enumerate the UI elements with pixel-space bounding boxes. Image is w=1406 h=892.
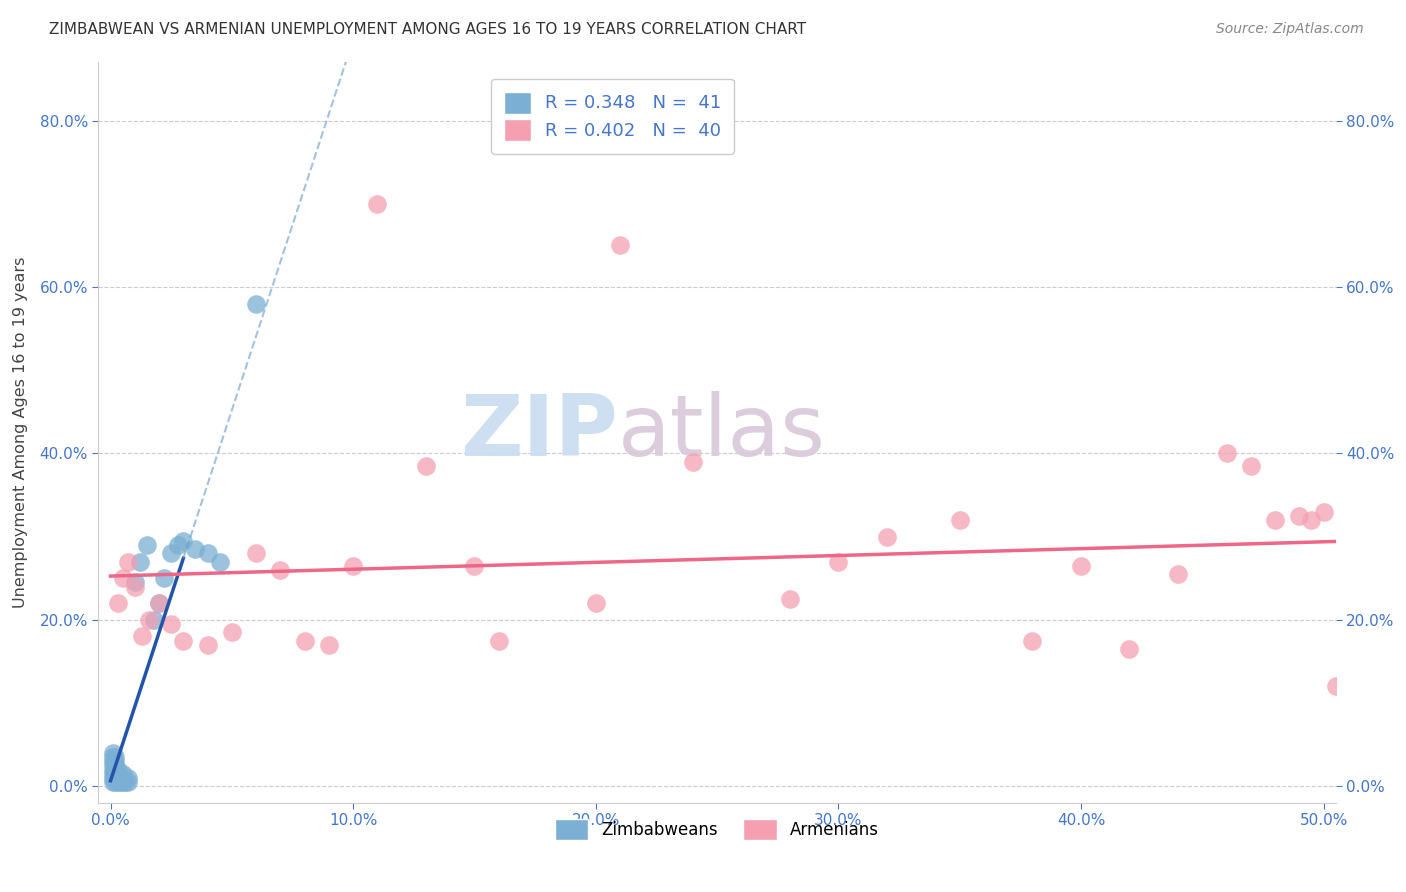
Point: [1288, 508, 1310, 523]
Point: [104, 763, 127, 777]
Point: [1215, 446, 1237, 460]
Point: [148, 596, 170, 610]
Point: [949, 513, 972, 527]
Point: [111, 775, 134, 789]
Point: [184, 542, 207, 557]
Point: [1324, 679, 1347, 693]
Point: [110, 775, 132, 789]
Point: [111, 766, 134, 780]
Point: [128, 555, 150, 569]
Point: [104, 771, 127, 785]
Point: [124, 575, 146, 590]
Point: [101, 746, 124, 760]
Point: [160, 616, 183, 631]
Point: [101, 763, 124, 777]
Point: [1118, 641, 1140, 656]
Point: [221, 625, 243, 640]
Point: [107, 763, 129, 777]
Point: [876, 530, 898, 544]
Point: [101, 754, 124, 768]
Point: [1337, 658, 1360, 673]
Text: Source: ZipAtlas.com: Source: ZipAtlas.com: [1216, 22, 1364, 37]
Point: [117, 771, 139, 785]
Point: [124, 580, 146, 594]
Point: [111, 771, 134, 785]
Point: [682, 455, 704, 469]
Point: [197, 546, 219, 560]
Point: [107, 771, 129, 785]
Point: [104, 750, 127, 764]
Point: [1167, 567, 1189, 582]
Point: [208, 555, 231, 569]
Point: [294, 633, 316, 648]
Point: [245, 296, 267, 310]
Point: [197, 638, 219, 652]
Point: [1021, 633, 1043, 648]
Point: [107, 596, 129, 610]
Point: [110, 772, 132, 787]
Point: [1301, 513, 1323, 527]
Point: [1264, 513, 1286, 527]
Point: [117, 775, 139, 789]
Point: [114, 775, 136, 789]
Point: [104, 775, 127, 789]
Point: [172, 533, 194, 548]
Point: [1240, 458, 1263, 473]
Point: [104, 766, 127, 780]
Point: [366, 197, 388, 211]
Point: [318, 638, 340, 652]
Point: [131, 629, 153, 643]
Point: [101, 750, 124, 764]
Point: [101, 758, 124, 772]
Text: ZIP: ZIP: [460, 391, 619, 475]
Point: [167, 538, 190, 552]
Text: atlas: atlas: [619, 391, 827, 475]
Point: [104, 758, 127, 772]
Point: [111, 571, 134, 585]
Point: [585, 596, 607, 610]
Point: [172, 633, 194, 648]
Point: [101, 775, 124, 789]
Point: [415, 458, 437, 473]
Point: [1070, 558, 1092, 573]
Point: [160, 546, 183, 560]
Point: [101, 771, 124, 785]
Y-axis label: Unemployment Among Ages 16 to 19 years: Unemployment Among Ages 16 to 19 years: [14, 257, 28, 608]
Point: [342, 558, 364, 573]
Point: [136, 538, 159, 552]
Point: [143, 613, 166, 627]
Point: [779, 592, 801, 607]
Point: [245, 546, 267, 560]
Point: [107, 766, 129, 780]
Point: [609, 238, 631, 252]
Point: [153, 571, 176, 585]
Point: [138, 613, 160, 627]
Legend: Zimbabweans, Armenians: Zimbabweans, Armenians: [548, 813, 886, 847]
Text: ZIMBABWEAN VS ARMENIAN UNEMPLOYMENT AMONG AGES 16 TO 19 YEARS CORRELATION CHART: ZIMBABWEAN VS ARMENIAN UNEMPLOYMENT AMON…: [49, 22, 806, 37]
Point: [1312, 505, 1334, 519]
Point: [827, 555, 849, 569]
Point: [101, 766, 124, 780]
Point: [107, 775, 129, 789]
Point: [463, 558, 485, 573]
Point: [148, 596, 170, 610]
Point: [117, 555, 139, 569]
Point: [110, 769, 132, 783]
Point: [488, 633, 510, 648]
Point: [104, 754, 127, 768]
Point: [269, 563, 291, 577]
